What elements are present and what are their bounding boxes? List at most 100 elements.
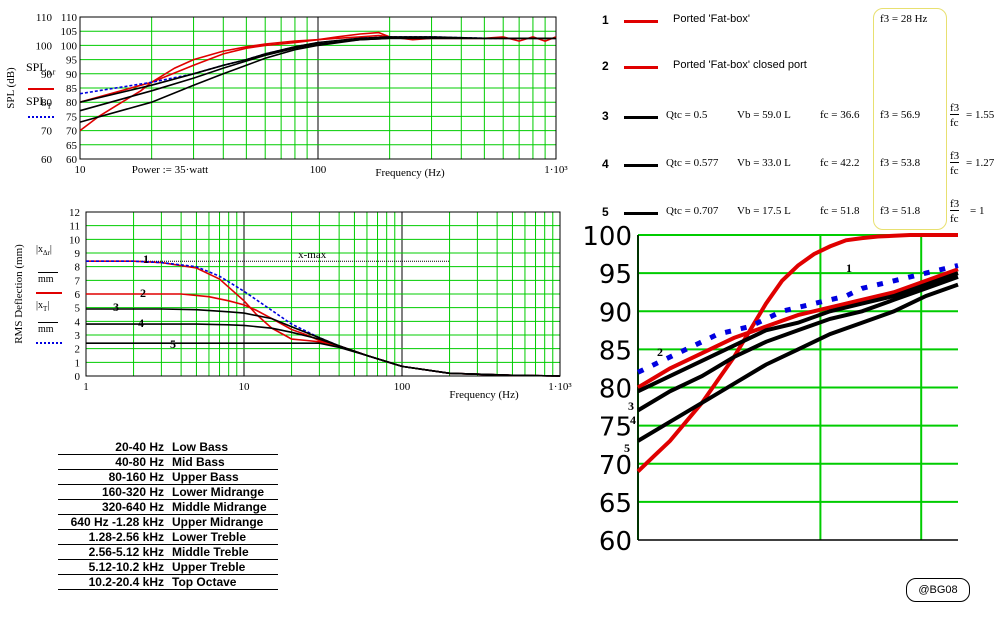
- band-name: Lower Midrange: [168, 484, 278, 500]
- xdef-y-tick: 3: [75, 330, 81, 342]
- band-name: Low Bass: [168, 440, 278, 455]
- legend-ratio-value: = 1: [970, 205, 985, 217]
- spl-y-inner-label: 100: [36, 40, 53, 52]
- band-range: 320-640 Hz: [58, 499, 168, 515]
- legend-qtc: Qtc = 0.577: [666, 157, 719, 169]
- spl-legend-spl-or: SPLo,r: [26, 60, 56, 77]
- zoom-y-tick: 90: [599, 298, 632, 328]
- xdef-curve-label: 2: [140, 286, 146, 300]
- zoom-series-line: [636, 282, 959, 443]
- spl-legend-blue-swatch: [28, 116, 54, 118]
- xdef-curve-label: 4: [138, 316, 144, 330]
- spl-y-tick: 80: [66, 97, 78, 109]
- xdef-y-tick: 5: [75, 303, 81, 315]
- legend-ratio-num: f3: [950, 150, 960, 163]
- xmax-label: x-max: [298, 249, 327, 261]
- zoom-curve-label: 3: [628, 399, 634, 413]
- legend-swatch: [624, 66, 658, 69]
- xdef-y-tick: 7: [75, 275, 81, 287]
- xdef-legend-blue-swatch: [36, 342, 62, 344]
- zoom-y-tick: 60: [599, 527, 632, 557]
- spl-y-inner-label: 110: [36, 12, 53, 24]
- band-name: Upper Midrange: [168, 514, 278, 530]
- xdef-series-line: [86, 260, 561, 377]
- spl-y-tick: 60: [66, 154, 78, 166]
- xdef-y-tick: 8: [75, 262, 81, 274]
- zoom-series-line: [636, 233, 958, 473]
- zoom-series-line: [636, 275, 959, 413]
- spl-y-tick: 65: [66, 140, 78, 152]
- band-range: 160-320 Hz: [58, 484, 168, 500]
- band-name: Lower Treble: [168, 529, 278, 545]
- band-range: 5.12-10.2 kHz: [58, 559, 168, 575]
- xdef-series-line: [86, 342, 561, 377]
- xdef-y-tick: 0: [75, 371, 81, 383]
- band-range: 1.28-2.56 kHz: [58, 529, 168, 545]
- legend-f3: f3 = 51.8: [880, 205, 921, 217]
- zoom-curve-label: 4: [630, 413, 636, 427]
- legend-fc: fc = 36.6: [820, 109, 860, 121]
- legend-fc: fc = 51.8: [820, 205, 860, 217]
- xdef-y-tick: 11: [69, 221, 80, 233]
- xdef-y-tick: 2: [75, 344, 81, 356]
- frequency-band-table: 20-40 Hz Low Bass 40-80 Hz Mid Bass 80-160 H…: [58, 440, 278, 590]
- legend-swatch: [624, 20, 658, 23]
- spl-y-inner-label: 90: [41, 69, 53, 81]
- xdef-y-tick: 9: [75, 248, 81, 260]
- legend-ratio-den: fc: [950, 165, 959, 177]
- legend-f3: f3 = 53.8: [880, 157, 921, 169]
- spl-x-tick: 1·10³: [544, 164, 568, 176]
- legend-ratio-value: = 1.27: [966, 157, 995, 169]
- legend-ratio-den: fc: [950, 117, 959, 129]
- zoom-series-line: [636, 267, 959, 390]
- band-name: Upper Bass: [168, 469, 278, 485]
- xdef-curve-label: 5: [170, 337, 176, 351]
- xdef-legend-mm2: mm: [38, 322, 58, 335]
- spl-y-inner-label: 60: [41, 154, 53, 166]
- legend-label: Ported 'Fat-box' closed port: [673, 59, 807, 71]
- spl-x-tick: 10: [75, 164, 87, 176]
- xdef-y-tick: 4: [75, 316, 81, 328]
- xdef-legend-mm1: mm: [38, 272, 58, 285]
- legend-number: 4: [602, 157, 609, 171]
- band-row: 1.28-2.56 kHz Lower Treble: [58, 529, 278, 545]
- f3-highlight-box: [873, 8, 947, 230]
- spl-series-line: [79, 31, 557, 103]
- zoom-curve-label: 2: [657, 345, 663, 359]
- xdef-x-tick: 1·10³: [548, 381, 572, 393]
- spl-annotation: Power := 35·watt: [132, 164, 208, 176]
- spl-y-tick: 75: [66, 111, 78, 123]
- spl-y-label: SPL (dB): [5, 67, 17, 109]
- xdef-legend-xd: |xΔr|: [36, 244, 52, 257]
- band-row: 20-40 Hz Low Bass: [58, 440, 278, 455]
- legend-number: 5: [602, 205, 609, 219]
- band-range: 2.56-5.12 kHz: [58, 544, 168, 560]
- xdef-curve-label: 3: [113, 300, 119, 314]
- spl-frame: [79, 16, 557, 160]
- band-range: 640 Hz -1.28 kHz: [58, 514, 168, 530]
- xdef-x-tick: 1: [83, 381, 89, 393]
- xdef-x-tick: 100: [394, 381, 411, 393]
- legend-f3: f3 = 28 Hz: [880, 13, 928, 25]
- band-row: 2.56-5.12 kHz Middle Treble: [58, 544, 278, 560]
- zoom-y-tick: 70: [599, 451, 632, 481]
- band-row: 80-160 Hz Upper Bass: [58, 469, 278, 485]
- xdef-x-label: Frequency (Hz): [449, 389, 519, 401]
- zoom-curve-label: 5: [624, 441, 630, 455]
- band-name: Middle Treble: [168, 544, 278, 560]
- band-row: 10.2-20.4 kHz Top Octave: [58, 574, 278, 590]
- zoom-y-tick: 85: [599, 336, 632, 366]
- legend-ratio-den: fc: [950, 213, 959, 225]
- band-range: 80-160 Hz: [58, 469, 168, 485]
- legend-swatch: [624, 212, 658, 215]
- band-range: 10.2-20.4 kHz: [58, 574, 168, 590]
- legend-f3: f3 = 56.9: [880, 109, 921, 121]
- spl-y-tick: 105: [61, 26, 78, 38]
- xdef-x-tick: 10: [239, 381, 251, 393]
- xdef-y-tick: 1: [75, 357, 81, 369]
- legend-ratio-value: = 1.55: [966, 109, 995, 121]
- zoom-y-tick: 75: [599, 413, 632, 443]
- xdef-y-tick: 10: [69, 234, 81, 246]
- spl-x-label: Frequency (Hz): [375, 167, 445, 179]
